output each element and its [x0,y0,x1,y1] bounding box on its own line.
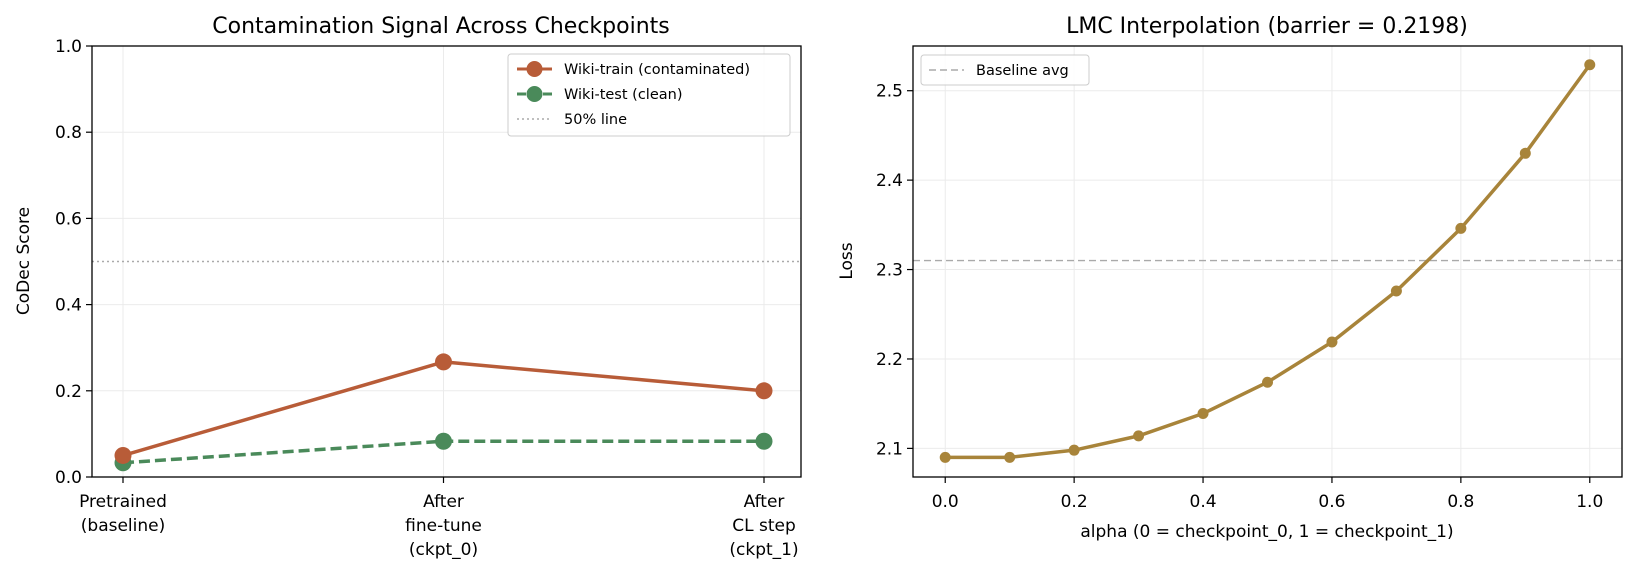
data-point [1262,376,1273,388]
data-point [755,432,773,450]
legend-box [507,53,791,137]
data-point [435,432,452,450]
data-point [755,382,773,400]
data-point [1455,222,1467,234]
legend-label-50: 50% line [564,112,627,128]
grid [913,46,1622,477]
data-point [1390,285,1402,297]
x-axis: Pretrained (baseline) After fine-tune (ckpt_… [79,477,799,560]
y-axis-label: CoDec Score [14,207,34,315]
legend-marker-train [526,61,543,77]
x-tick-label: 0.2 [1061,492,1088,512]
data-point [1584,59,1596,71]
x-tick-label: 0.6 [1318,492,1345,512]
plot-frame [91,45,802,478]
x-tick-label: 0.0 [932,492,959,512]
data-point [435,353,452,371]
y-tick-label: 2.5 [876,82,903,102]
legend-label-test: Wiki-test (clean) [564,87,682,103]
x-tick-label: 0.8 [1447,492,1474,512]
x-tick-label: After fine-tune (ckpt_0) [405,492,482,560]
y-tick-label: 2.4 [876,171,903,191]
legend-marker-test [526,86,543,102]
legend-label-baseline: Baseline avg [976,63,1069,79]
y-tick-label: 1.0 [55,37,82,57]
y-tick-label: 0.4 [55,296,82,316]
contamination-chart: Contamination Signal Across Checkpoints … [14,14,802,560]
series-group [939,59,1596,463]
legend: Baseline avg [920,54,1090,86]
data-point [939,451,951,463]
x-tick-label: 0.4 [1190,492,1217,512]
data-point [114,446,132,464]
legend-box [920,54,1090,86]
data-point [1326,336,1338,348]
chart-title: LMC Interpolation (barrier = 0.2198) [1066,14,1468,39]
y-axis: 0.0 0.2 0.4 0.6 0.8 1.0 [55,37,92,488]
legend-label-train: Wiki-train (contaminated) [564,62,750,78]
x-tick-label: After CL step (ckpt_1) [729,492,798,560]
data-point [1519,147,1531,159]
y-axis-label: Loss [837,242,857,279]
plot-frame [912,45,1623,478]
y-tick-label: 2.2 [876,350,903,370]
y-tick-label: 2.3 [876,261,903,281]
chart-title: Contamination Signal Across Checkpoints [212,14,670,39]
x-axis-label: alpha (0 = checkpoint_0, 1 = checkpoint_… [1080,522,1453,542]
x-tick-label: 1.0 [1576,492,1603,512]
y-tick-label: 0.0 [55,468,82,488]
y-tick-label: 0.8 [55,123,82,143]
y-tick-label: 2.1 [876,439,903,459]
data-point [1133,430,1145,442]
data-point [1004,451,1016,463]
lmc-chart: LMC Interpolation (barrier = 0.2198) 2.1… [837,14,1623,542]
series-group [114,353,773,472]
y-tick-label: 0.2 [55,382,82,402]
x-tick-label: Pretrained (baseline) [79,492,167,536]
y-tick-label: 0.6 [55,209,82,229]
data-point [1068,444,1080,456]
data-point [1197,408,1209,420]
x-axis: 0.0 0.2 0.4 0.6 0.8 1.0 [932,477,1603,512]
y-axis: 2.1 2.2 2.3 2.4 2.5 [876,82,913,459]
legend: Wiki-train (contaminated) Wiki-test (cle… [507,53,791,137]
